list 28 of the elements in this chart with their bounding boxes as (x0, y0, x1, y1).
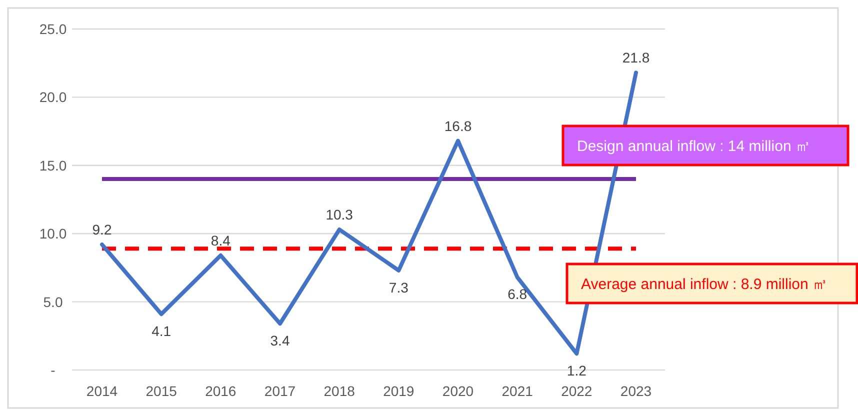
y-tick-label: 15.0 (39, 157, 67, 174)
data-label: 16.8 (444, 118, 472, 134)
x-tick-label: 2014 (86, 383, 118, 399)
y-tick-label: 10.0 (39, 226, 67, 242)
x-tick-label: 2017 (264, 383, 296, 399)
x-tick-label: 2019 (383, 383, 414, 399)
y-tick-label: 5.0 (43, 294, 63, 310)
y-tick-label: 25.0 (39, 21, 67, 37)
ref-line-label: Design annual inflow : 14 million ㎥ (577, 138, 810, 155)
data-label: 21.8 (622, 50, 650, 66)
x-tick-label: 2016 (205, 383, 236, 399)
data-label: 3.4 (270, 332, 290, 349)
x-tick-label: 2021 (502, 383, 534, 399)
data-label: 1.2 (566, 362, 587, 379)
data-label: 7.3 (388, 279, 409, 296)
data-label: 9.2 (92, 222, 112, 238)
x-tick-label: 2018 (324, 383, 356, 399)
data-label: 6.8 (508, 286, 528, 302)
x-tick-label: 2015 (146, 383, 178, 399)
data-label: 10.3 (326, 206, 354, 223)
x-tick-label: 2020 (442, 383, 474, 399)
data-label: 4.1 (152, 323, 172, 340)
y-tick-label: 20.0 (39, 89, 67, 106)
ref-line-label: Average annual inflow : 8.9 million ㎥ (581, 276, 828, 293)
x-tick-label: 2023 (620, 383, 652, 399)
y-tick-label: - (50, 362, 56, 378)
data-label: 8.4 (210, 232, 231, 248)
x-tick-label: 2022 (561, 383, 592, 399)
